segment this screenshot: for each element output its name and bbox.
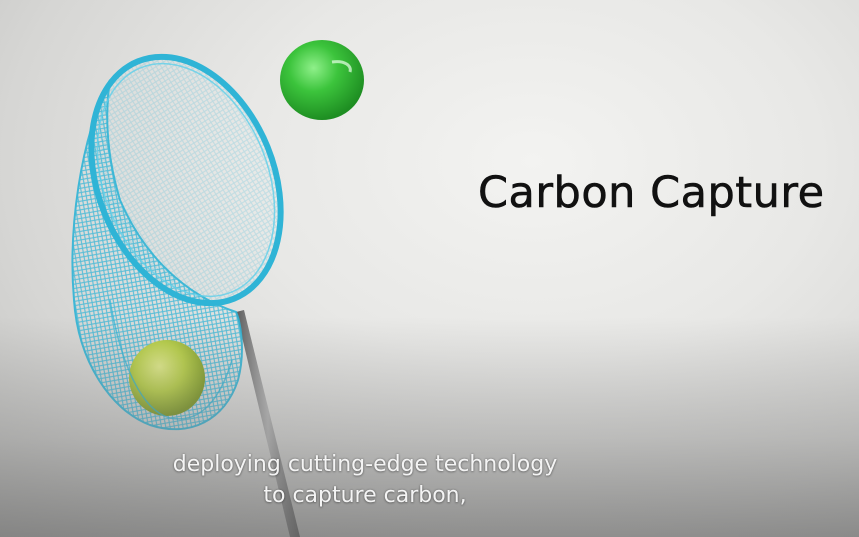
subtitle-line-2: to capture carbon,	[263, 483, 467, 508]
net-rim	[88, 53, 284, 307]
flying-ball	[280, 40, 364, 120]
bottom-shade	[0, 317, 859, 537]
subtitle-line-1: deploying cutting-edge technology	[172, 452, 558, 477]
video-title: Carbon Capture	[478, 168, 825, 219]
